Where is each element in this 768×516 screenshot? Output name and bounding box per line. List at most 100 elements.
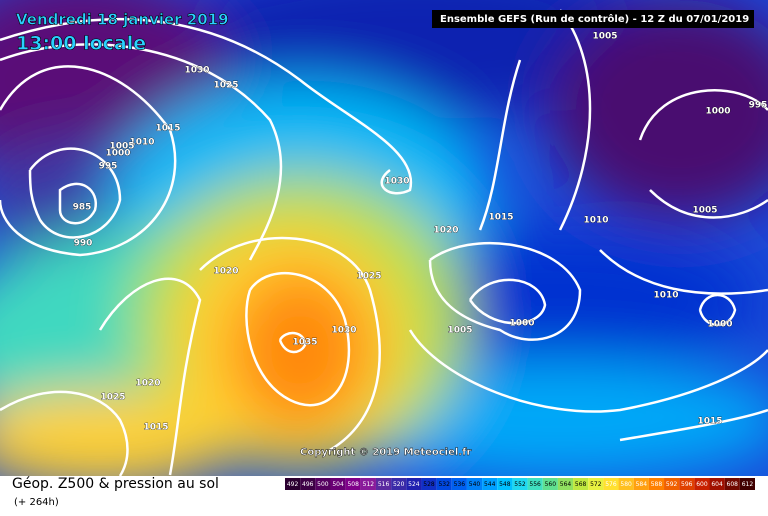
- legend-label: 572: [590, 481, 602, 488]
- isobar-label: 1015: [143, 423, 168, 433]
- legend-label: 544: [484, 481, 496, 488]
- isobar-label: 1000: [705, 107, 730, 117]
- isobar-label: 1000: [105, 149, 130, 159]
- legend-label: 520: [393, 481, 405, 488]
- legend-label: 564: [560, 481, 572, 488]
- run-info: Ensemble GEFS (Run de contrôle) - 12 Z d…: [440, 13, 749, 25]
- legend-swatch: [436, 478, 452, 490]
- legend-swatch: [527, 478, 543, 490]
- isobar-label: 1010: [653, 291, 678, 301]
- copyright: Copyright © 2019 Meteociel.fr: [300, 447, 471, 458]
- legend-label: 540: [469, 481, 481, 488]
- isobar-label: 1020: [213, 267, 238, 277]
- isobar-label: 990: [74, 239, 93, 249]
- legend-label: 552: [514, 481, 526, 488]
- legend-label: 516: [378, 481, 390, 488]
- legend-swatch: [633, 478, 649, 490]
- legend-label: 608: [727, 481, 739, 488]
- isobar-label: 1030: [184, 66, 209, 76]
- isobar-label: 1020: [135, 379, 160, 389]
- isobar-label: 995: [749, 101, 768, 111]
- isobar-label: 1000: [707, 320, 732, 330]
- legend-label: 568: [575, 481, 587, 488]
- legend-swatch: [739, 478, 755, 490]
- legend-swatch: [375, 478, 392, 490]
- legend-label: 604: [711, 481, 723, 488]
- isobar-label: 1005: [592, 32, 617, 42]
- isobars: [0, 9, 768, 477]
- legend-label: 496: [302, 481, 314, 488]
- isobar-label: 1005: [692, 206, 717, 216]
- legend-swatch: [694, 478, 710, 490]
- legend-label: 576: [605, 481, 617, 488]
- legend-label: 524: [408, 481, 420, 488]
- field-shading: [0, 0, 768, 490]
- legend-label: 584: [636, 481, 648, 488]
- legend-label: 588: [651, 481, 663, 488]
- legend-label: 536: [454, 481, 466, 488]
- legend-label: 528: [423, 481, 435, 488]
- legend-swatch: [451, 478, 467, 490]
- legend-swatch: [709, 478, 725, 490]
- legend-swatch: [406, 478, 422, 490]
- legend-swatch: [557, 478, 574, 490]
- legend-swatch: [360, 478, 376, 490]
- legend-swatch: [330, 478, 346, 490]
- legend-swatch: [315, 478, 331, 490]
- isobar-label: 1005: [447, 326, 472, 336]
- legend-swatch: [345, 478, 361, 490]
- legend-label: 508: [347, 481, 359, 488]
- legend-swatch: [466, 478, 483, 490]
- legend-swatch: [285, 478, 301, 490]
- legend-label: 580: [620, 481, 632, 488]
- legend-label: 560: [545, 481, 557, 488]
- legend-swatch: [512, 478, 528, 490]
- legend-label: 596: [681, 481, 693, 488]
- isobar-label: 1035: [292, 338, 317, 348]
- legend-swatch: [391, 478, 407, 490]
- date: Vendredi 18 janvier 2019: [16, 11, 229, 29]
- legend-swatch: [482, 478, 498, 490]
- lead-time: (+ 264h): [14, 497, 59, 508]
- legend-label: 500: [317, 481, 329, 488]
- isobar-label: 1030: [331, 326, 356, 336]
- isobar-label: 1005: [109, 142, 134, 152]
- legend-swatch: [679, 478, 695, 490]
- isobar-label: 985: [73, 203, 92, 213]
- legend-label: 556: [529, 481, 541, 488]
- legend-swatch: [421, 478, 437, 490]
- isobar-label: 1025: [213, 81, 238, 91]
- legend-swatch: [588, 478, 604, 490]
- isobar-label: 995: [99, 162, 118, 172]
- legend-swatch: [648, 478, 665, 490]
- legend-swatch: [573, 478, 589, 490]
- run-box: [432, 10, 754, 28]
- legend-label: 548: [499, 481, 511, 488]
- isobar-label: 1020: [433, 226, 458, 236]
- isobar-label: 1030: [384, 177, 409, 187]
- isobar-label: 1015: [488, 213, 513, 223]
- isobar-label: 1000: [509, 319, 534, 329]
- legend-label: 532: [438, 481, 450, 488]
- legend-swatch: [497, 478, 513, 490]
- legend-label: 592: [666, 481, 678, 488]
- isobar-label: 1010: [583, 216, 608, 226]
- legend-swatch: [603, 478, 619, 490]
- legend-swatch: [542, 478, 558, 490]
- legend-swatch: [300, 478, 316, 490]
- isobar-label: 1015: [155, 124, 180, 134]
- time: 13:00 locale: [16, 33, 146, 55]
- isobar-label: 1025: [356, 272, 381, 282]
- legend-label: 600: [696, 481, 708, 488]
- footer-title: Géop. Z500 & pression au sol: [12, 476, 219, 492]
- legend-swatch: [664, 478, 680, 490]
- legend-swatch: [724, 478, 740, 490]
- isobar-label: 1015: [697, 417, 722, 427]
- legend-swatch: [618, 478, 634, 490]
- legend-label: 512: [363, 481, 375, 488]
- legend-label: 504: [332, 481, 344, 488]
- isobar-label: 1010: [129, 138, 154, 148]
- legend-label: 492: [287, 481, 299, 488]
- isobar-label: 1025: [100, 393, 125, 403]
